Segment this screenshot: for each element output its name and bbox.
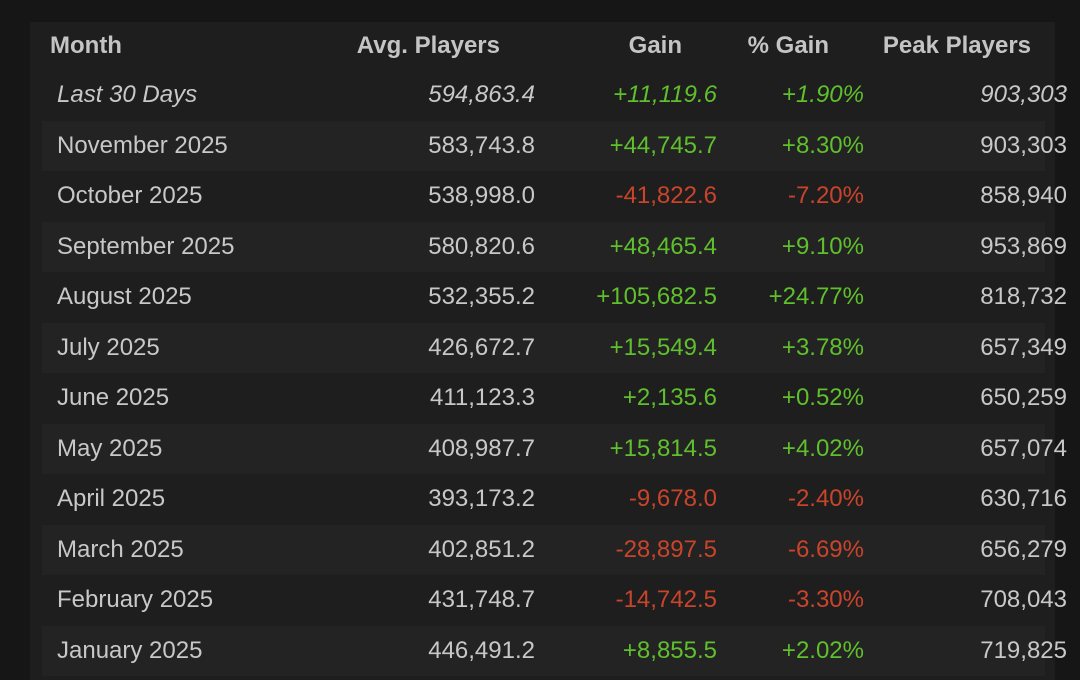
gain-cell: +44,745.7	[609, 131, 717, 159]
peak-players-cell: 630,716	[980, 485, 1067, 512]
gain-cell: +8,855.5	[622, 636, 717, 664]
month-cell: August 2025	[57, 283, 192, 310]
gain-cell: -14,742.5	[615, 586, 717, 613]
pct-gain-cell: -7.20%	[787, 182, 864, 209]
table-row: June 2025 411,123.3 +2,135.6 +0.52% 650,259	[42, 373, 1067, 424]
gain-cell: +2,135.6	[622, 384, 717, 411]
table-row: November 2025 583,743.8 +44,745.7 +8.30% 903…	[42, 120, 1067, 171]
peak-players-cell: 708,043	[980, 586, 1067, 613]
peak-players-cell: 656,279	[980, 535, 1067, 563]
avg-players-cell: 538,998.0	[428, 182, 535, 209]
gain-cell: -9,678.0	[628, 485, 717, 512]
pct-gain-cell: +8.30%	[781, 131, 864, 159]
month-cell: May 2025	[57, 434, 163, 462]
header-gain: Gain	[628, 32, 682, 59]
pct-gain-cell: +4.02%	[781, 434, 864, 462]
month-cell: Last 30 Days	[57, 81, 198, 108]
pct-gain-cell: +24.77%	[768, 283, 864, 310]
avg-players-cell: 411,123.3	[430, 384, 535, 411]
gain-cell: +48,465.4	[609, 232, 717, 260]
pct-gain-cell: +3.78%	[781, 333, 864, 361]
avg-players-cell: 594,863.4	[428, 81, 535, 108]
table-row: July 2025 426,672.7 +15,549.4 +3.78% 657,349	[42, 322, 1067, 373]
table-row: April 2025 393,173.2 -9,678.0 -2.40% 630,716	[42, 474, 1067, 525]
table-row: October 2025 538,998.0 -41,822.6 -7.20% 858,…	[42, 171, 1067, 222]
header-month: Month	[50, 32, 122, 59]
table-row: March 2025 402,851.2 -28,897.5 -6.69% 656,27…	[42, 524, 1067, 575]
header-avg-players: Avg. Players	[356, 32, 500, 59]
month-cell: October 2025	[57, 182, 203, 209]
month-cell: June 2025	[57, 384, 170, 411]
peak-players-cell: 719,825	[980, 636, 1067, 664]
pct-gain-cell: +2.02%	[781, 636, 864, 664]
peak-players-cell: 953,869	[980, 232, 1067, 260]
gain-cell: +11,119.6	[613, 81, 717, 108]
month-cell: March 2025	[57, 535, 184, 563]
table-header: Month Avg. Players Gain % Gain Peak Players	[30, 22, 1055, 70]
pct-gain-cell: +1.90%	[781, 81, 864, 108]
avg-players-cell: 583,743.8	[428, 131, 535, 159]
peak-players-cell: 903,303	[980, 131, 1067, 159]
gain-cell: +15,814.5	[609, 434, 717, 462]
stats-table: Month Avg. Players Gain% Gain Peak Players …	[30, 22, 1067, 680]
pct-gain-cell: +9.10%	[781, 232, 864, 260]
avg-players-cell: 426,672.7	[428, 333, 535, 361]
pct-gain-cell: +0.52%	[781, 384, 864, 411]
table-row: August 2025 532,355.2 +105,682.5 +24.77% 818…	[42, 272, 1067, 323]
gain-cell: -41,822.6	[615, 182, 717, 209]
pct-gain-cell: -2.40%	[787, 485, 864, 512]
table-row: May 2025 408,987.7 +15,814.5 +4.02% 657,074	[42, 423, 1067, 474]
avg-players-cell: 393,173.2	[428, 485, 535, 512]
peak-players-cell: 657,349	[980, 333, 1067, 361]
avg-players-cell: 402,851.2	[428, 535, 535, 563]
avg-players-cell: 532,355.2	[428, 283, 535, 310]
avg-players-cell: 446,491.2	[428, 636, 535, 664]
month-cell: July 2025	[57, 333, 160, 361]
peak-players-cell: 858,940	[980, 182, 1067, 209]
avg-players-cell: 408,987.7	[428, 434, 535, 462]
gain-cell: -28,897.5	[615, 535, 717, 563]
avg-players-cell: 431,748.7	[428, 586, 535, 613]
table-row: September 2025 580,820.6 +48,465.4 +9.10% 95…	[42, 221, 1067, 272]
month-cell: February 2025	[57, 586, 214, 613]
header-pct-gain: % Gain	[747, 32, 829, 59]
peak-players-cell: 818,732	[980, 283, 1067, 310]
table-row: January 2025 446,491.2 +8,855.5 +2.02% 719,8…	[42, 625, 1067, 676]
pct-gain-cell: -6.69%	[787, 535, 864, 563]
month-cell: April 2025	[57, 485, 166, 512]
avg-players-cell: 580,820.6	[428, 232, 535, 260]
header-peak-players: Peak Players	[882, 32, 1031, 59]
gain-cell: +105,682.5	[596, 283, 717, 310]
month-cell: November 2025	[57, 131, 228, 159]
peak-players-cell: 650,259	[980, 384, 1067, 411]
month-cell: September 2025	[57, 232, 235, 260]
peak-players-cell: 903,303	[980, 81, 1067, 108]
table-row: February 2025 431,748.7 -14,742.5 -3.30% 708…	[42, 575, 1067, 626]
table-row: Last 30 Days 594,863.4 +11,119.6 +1.90% 903,…	[42, 70, 1067, 121]
peak-players-cell: 657,074	[980, 434, 1067, 462]
pct-gain-cell: -3.30%	[787, 586, 864, 613]
month-cell: January 2025	[57, 636, 203, 664]
gain-cell: +15,549.4	[609, 333, 717, 361]
